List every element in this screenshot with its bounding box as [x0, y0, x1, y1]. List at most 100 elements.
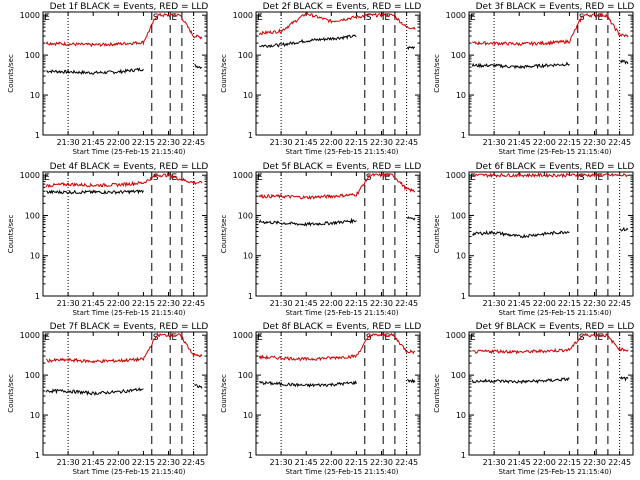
events-trace-black — [45, 383, 203, 397]
x-tick-label: 21:30 — [483, 458, 506, 467]
chart-title: Det 1f BLACK = Events, RED = LLD — [50, 2, 209, 12]
x-tick-label: 22:00 — [320, 138, 343, 147]
event-marker-label: S — [366, 13, 372, 23]
x-tick-label: 21:30 — [270, 299, 293, 308]
x-axis-label: Start Time (25-Feb-15 21:15:40) — [285, 309, 398, 317]
x-tick-label: 22:45 — [182, 458, 205, 467]
event-marker-label: S — [153, 173, 159, 183]
lld-trace-red — [45, 12, 203, 48]
x-tick-label: 21:30 — [57, 299, 80, 308]
event-marker-label: S — [366, 173, 372, 183]
plot-frame — [255, 11, 421, 136]
x-tick-label: 22:45 — [608, 299, 631, 308]
y-tick-label: 1000 — [20, 171, 40, 180]
x-tick-label: 22:15 — [345, 138, 368, 147]
events-trace-black — [258, 216, 416, 227]
x-axis-label: Start Time (25-Feb-15 21:15:40) — [72, 148, 185, 156]
y-tick-label: 1 — [248, 292, 253, 301]
event-marker-label: E — [44, 333, 50, 343]
event-marker-label: E — [597, 173, 603, 183]
y-tick-label: 1000 — [20, 331, 40, 340]
y-axis-label: Counts/sec — [7, 374, 15, 413]
x-axis-label: Start Time (25-Feb-15 21:15:40) — [72, 309, 185, 317]
chart-panel-3: Det 3f BLACK = Events, RED = LLD 1 10 100 10… — [433, 2, 634, 156]
x-tick-label: 21:45 — [82, 138, 105, 147]
y-axis-label: Counts/sec — [433, 215, 441, 254]
chart-title: Det 2f BLACK = Events, RED = LLD — [263, 2, 422, 12]
plot-frame — [42, 171, 208, 297]
plot-frame — [42, 11, 208, 136]
y-axis-label: Counts/sec — [7, 54, 15, 93]
x-tick-label: 22:45 — [395, 138, 418, 147]
y-tick-label: 1 — [248, 451, 253, 460]
lld-trace-red — [258, 172, 415, 200]
event-marker-label: E — [597, 333, 603, 343]
x-axis-label: Start Time (25-Feb-15 21:15:40) — [498, 148, 611, 156]
y-tick-label: 100 — [238, 371, 253, 380]
chart-panel-6: Det 6f BLACK = Events, RED = LLD 1 10 100 10… — [433, 162, 634, 317]
x-tick-label: 22:45 — [608, 138, 631, 147]
x-tick-label: 22:30 — [157, 458, 180, 467]
event-marker-label: S — [579, 13, 585, 23]
y-axis-label: Counts/sec — [220, 54, 228, 93]
x-tick-label: 21:45 — [295, 458, 318, 467]
y-tick-label: 1 — [461, 451, 466, 460]
x-tick-label: 21:45 — [508, 458, 531, 467]
x-axis-label: Start Time (25-Feb-15 21:15:40) — [72, 468, 185, 476]
y-tick-label: 10 — [30, 411, 40, 420]
chart-title: Det 4f BLACK = Events, RED = LLD — [50, 162, 209, 172]
lld-trace-red — [45, 332, 203, 364]
y-tick-label: 1 — [35, 292, 40, 301]
y-tick-label: 100 — [25, 51, 40, 60]
x-tick-label: 22:15 — [132, 138, 155, 147]
chart-panel-7: Det 7f BLACK = Events, RED = LLD 1 10 100 10… — [7, 322, 208, 476]
x-tick-label: 21:45 — [82, 458, 105, 467]
chart-panel-1: Det 1f BLACK = Events, RED = LLD 1 10 100 10… — [7, 2, 208, 156]
plot-frame — [468, 331, 634, 456]
plot-frame — [468, 11, 634, 136]
x-tick-label: 21:30 — [270, 458, 293, 467]
y-tick-label: 100 — [25, 211, 40, 220]
y-tick-label: 10 — [30, 252, 40, 261]
lld-trace-red — [472, 332, 629, 355]
chart-title: Det 8f BLACK = Events, RED = LLD — [263, 322, 422, 332]
x-tick-label: 22:30 — [370, 458, 393, 467]
x-tick-label: 22:30 — [583, 458, 606, 467]
events-trace-black — [471, 58, 629, 70]
x-tick-label: 21:30 — [483, 299, 506, 308]
x-tick-label: 22:15 — [345, 458, 368, 467]
lld-trace-red — [258, 11, 416, 36]
plot-frame — [42, 331, 208, 456]
y-tick-label: 10 — [243, 91, 253, 100]
plot-frame — [468, 171, 634, 297]
event-marker-label: E — [257, 13, 263, 23]
y-axis-label: Counts/sec — [220, 215, 228, 254]
x-tick-label: 21:30 — [270, 138, 293, 147]
x-axis-label: Start Time (25-Feb-15 21:15:40) — [285, 468, 398, 476]
event-marker-label: E — [470, 333, 476, 343]
x-tick-label: 22:00 — [533, 458, 556, 467]
x-tick-label: 22:45 — [182, 299, 205, 308]
y-tick-label: 1000 — [446, 11, 466, 20]
event-marker-label: S — [579, 173, 585, 183]
x-tick-label: 22:15 — [558, 299, 581, 308]
events-trace-black — [471, 375, 629, 385]
y-tick-label: 1 — [35, 131, 40, 140]
x-tick-label: 22:00 — [107, 138, 130, 147]
x-tick-label: 21:30 — [57, 138, 80, 147]
y-axis-label: Counts/sec — [7, 215, 15, 254]
event-marker-label: S — [366, 333, 372, 343]
y-tick-label: 1000 — [20, 11, 40, 20]
y-tick-label: 100 — [451, 371, 466, 380]
chart-title: Det 5f BLACK = Events, RED = LLD — [263, 162, 422, 172]
chart-panel-4: Det 4f BLACK = Events, RED = LLD 1 10 100 10… — [7, 162, 208, 317]
x-tick-label: 22:15 — [132, 299, 155, 308]
event-marker-label: E — [257, 173, 263, 183]
y-tick-label: 1000 — [233, 171, 253, 180]
y-tick-label: 10 — [456, 91, 466, 100]
event-marker-label: E — [171, 173, 177, 183]
x-tick-label: 21:45 — [508, 299, 531, 308]
x-tick-label: 22:45 — [395, 458, 418, 467]
event-marker-label: E — [384, 13, 390, 23]
y-tick-label: 10 — [243, 252, 253, 261]
